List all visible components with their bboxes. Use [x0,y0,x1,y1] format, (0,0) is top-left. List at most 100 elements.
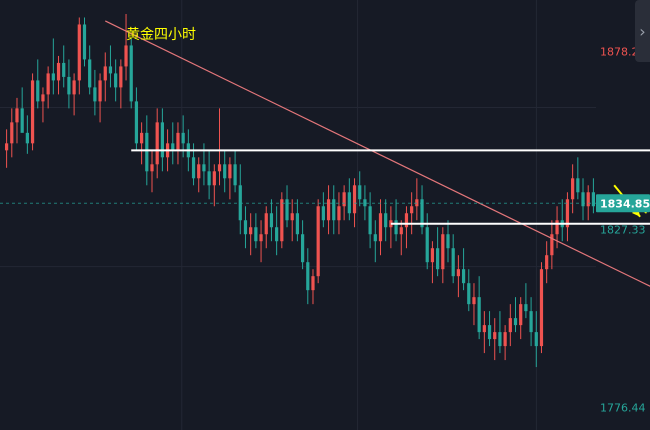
candle [77,17,81,95]
candle [114,59,118,102]
candle-body [129,45,133,102]
candle [249,213,253,256]
candle [93,69,97,116]
candle [140,122,144,165]
candle-body [487,325,492,340]
candle [498,311,502,354]
candle-body [20,108,24,133]
candle [254,213,258,249]
candle [103,52,107,102]
candle [482,311,486,354]
candle-body [10,122,14,144]
candle-body [508,318,512,333]
candle-body [534,332,538,347]
candle [430,241,435,284]
candle [451,234,455,284]
candle-body [259,234,263,242]
candle-body [243,220,248,235]
candle-body [451,248,455,277]
candle-body [67,76,71,95]
candle-body [56,62,61,81]
candle [347,178,351,221]
chart-title: 黄金四小时 [126,26,196,43]
candle-body [472,297,476,305]
candle [519,297,523,340]
candle [119,59,123,109]
candle-body [212,171,216,186]
candle-body [15,108,19,123]
candle-body [576,178,580,193]
candle-body [114,73,118,88]
candle [472,283,476,326]
candle-body [4,143,9,151]
candle [88,45,92,95]
grid [0,0,596,430]
candle [591,178,596,214]
candle-body [373,234,377,242]
candle [384,199,388,242]
candle-body [337,206,341,221]
candle [259,220,263,263]
candle-body [321,206,325,221]
candle-body [477,297,481,333]
candle-body [456,269,460,277]
candle-body [358,185,362,200]
candle-body [347,192,351,214]
candle-body [519,304,523,326]
candle [550,220,554,270]
candle [581,178,585,221]
candle-body [295,213,300,235]
candle [420,185,424,235]
candle [20,87,24,133]
candle-body [581,192,585,207]
candle [212,164,216,207]
candle [415,178,419,221]
candle [62,45,66,88]
candle [160,108,164,172]
candle-body [436,248,440,270]
candle-body [363,199,367,207]
candle [124,13,128,81]
candle-body [41,94,45,102]
candle [352,178,357,228]
candle-body [238,185,242,221]
candle-body [93,87,97,102]
candle [326,185,331,235]
candle [373,220,377,263]
candle-body [404,213,409,228]
y-tick-label: 1827.33 [600,224,646,237]
candle-body [306,262,310,291]
candle-body [415,199,419,207]
candle-body [223,164,227,179]
candle-body [134,101,139,144]
candle-body [352,185,357,214]
candle-body [591,192,596,207]
candle [15,97,19,144]
candle [269,199,274,242]
candle-body [150,164,154,172]
candle-body [290,213,294,221]
candle-body [285,199,289,221]
candle [36,59,40,109]
candle-body [88,59,92,88]
candle-body [124,45,128,67]
candle [446,220,450,263]
candle [378,199,383,256]
candle-body [103,66,107,81]
candle-body [529,311,533,333]
candle [337,192,341,235]
candle [425,213,429,270]
candle [461,248,466,291]
candle-body [197,164,201,179]
candle [410,192,414,235]
candle [51,38,55,95]
side-panel-toggle-button[interactable]: › [635,0,650,62]
current-price-label: 1834.85 [600,197,650,210]
candle-body [269,213,274,228]
y-tick-label: 1878.22 [600,46,646,59]
candle-body [280,199,284,242]
candle [441,227,445,284]
candle-body [108,66,113,74]
candle-body [539,269,544,347]
candle [368,192,372,249]
